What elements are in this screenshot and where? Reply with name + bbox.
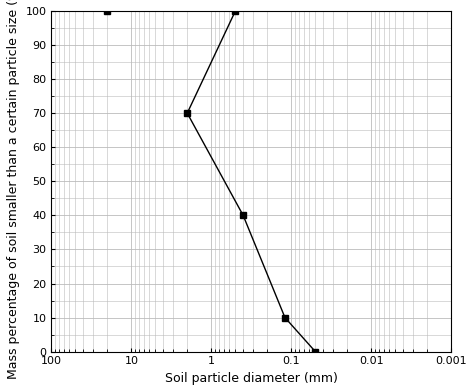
X-axis label: Soil particle diameter (mm): Soil particle diameter (mm) <box>165 372 338 385</box>
Y-axis label: Mass percentage of soil smaller than a certain particle size (%): Mass percentage of soil smaller than a c… <box>7 0 20 379</box>
